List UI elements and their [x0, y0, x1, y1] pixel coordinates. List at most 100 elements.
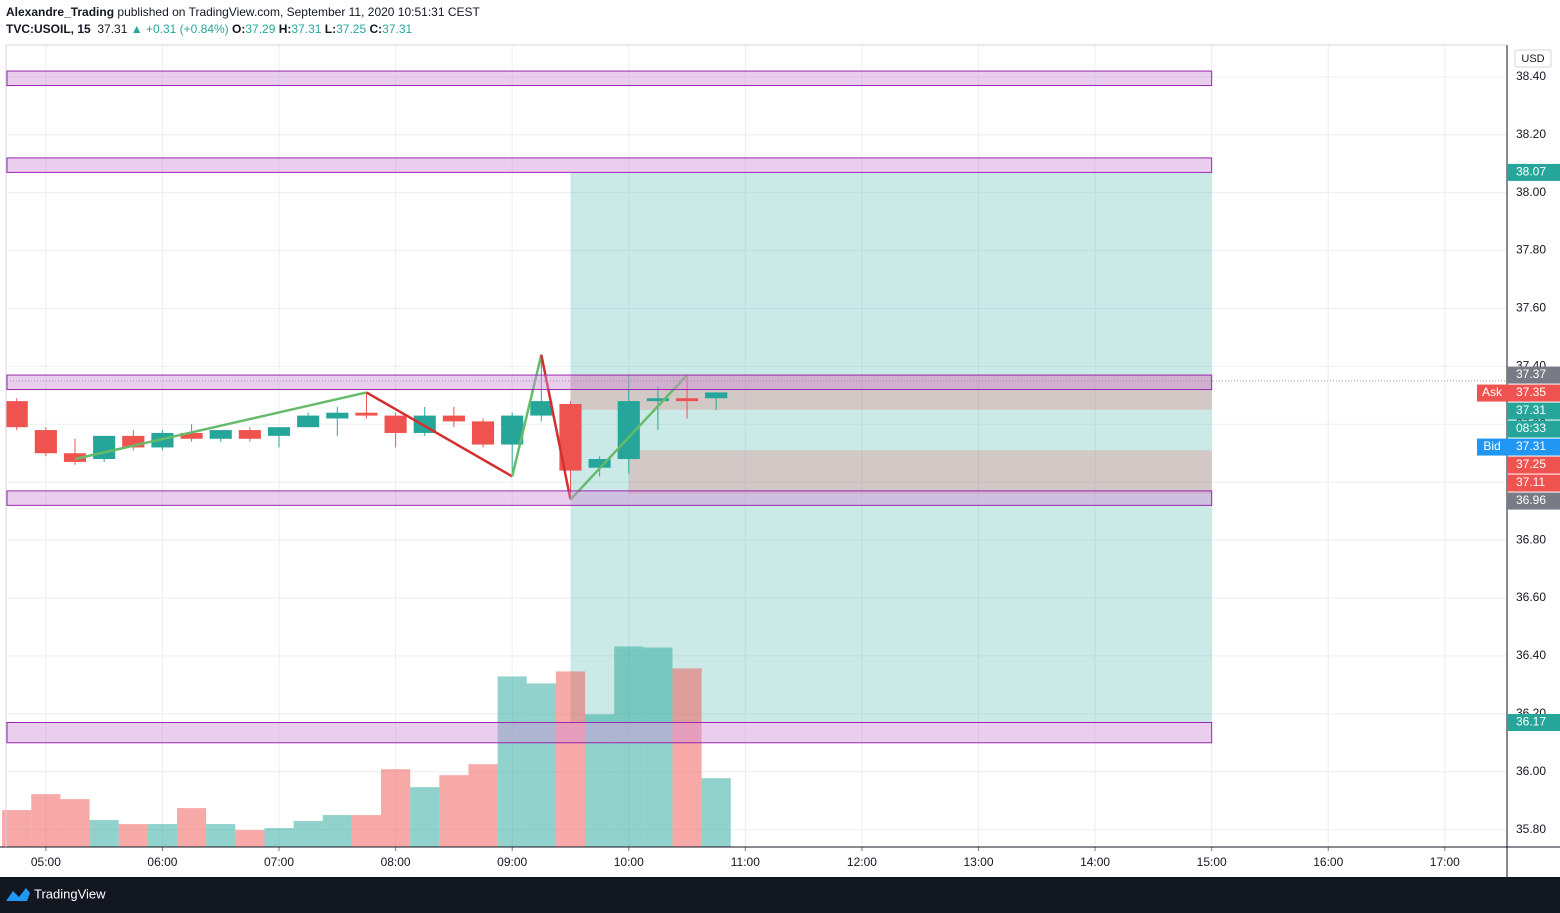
- price-badge: [1507, 366, 1560, 384]
- price-badge-label: 36.96: [1516, 493, 1546, 507]
- open: 37.29: [245, 22, 276, 36]
- price-badge: [1507, 438, 1560, 456]
- volume-bar: [235, 830, 265, 847]
- candle-body: [442, 415, 465, 422]
- y-tick-label: 38.00: [1516, 185, 1546, 199]
- volume-bar: [614, 646, 644, 847]
- zigzag-segment: [365, 391, 513, 478]
- chart: 05:00 06:00 07:00 08:00 09:00 10:00 11:00 12:00…: [0, 44, 1560, 877]
- candle-body: [122, 435, 145, 448]
- candle-body: [530, 401, 553, 416]
- volume-bar: [439, 775, 469, 847]
- volume-bar: [410, 787, 440, 847]
- price-badge-label: 36.17: [1516, 715, 1546, 729]
- footer-logo: TradingView: [6, 886, 106, 901]
- candle-body: [93, 435, 116, 460]
- volume-bar: [293, 821, 323, 847]
- close: 37.31: [382, 22, 413, 36]
- candle-body: [180, 432, 203, 439]
- volume-bar: [206, 824, 236, 847]
- candle-body: [326, 412, 349, 419]
- candle-body: [355, 412, 378, 416]
- price-tag: [1477, 438, 1507, 456]
- footer: TradingView: [0, 877, 1560, 913]
- x-tick-label: 14:00: [1080, 855, 1110, 869]
- price-badge: [1507, 474, 1560, 492]
- x-tick-label: 13:00: [963, 855, 993, 869]
- high: 37.31: [291, 22, 322, 36]
- price-badge: [1507, 163, 1560, 181]
- zone: [6, 722, 1213, 744]
- volume-bar: [497, 676, 527, 847]
- volume-bar: [555, 671, 586, 847]
- volume-bar: [118, 824, 148, 847]
- volume-bar: [322, 815, 352, 847]
- candle-body: [267, 427, 291, 436]
- price-badge-label: 37.11: [1516, 475, 1545, 489]
- brand[interactable]: TradingView: [34, 886, 106, 901]
- candle-body: [559, 404, 582, 471]
- candle-body: [34, 430, 57, 454]
- candle-body: [471, 421, 495, 445]
- volume-bar: [672, 668, 702, 847]
- publish-line: Alexandre_Trading published on TradingVi…: [6, 4, 480, 21]
- y-tick-label: 36.00: [1516, 764, 1546, 778]
- price-tag: [1477, 384, 1507, 402]
- price-badge: [1507, 714, 1560, 732]
- candle-body: [238, 430, 261, 439]
- zone: [6, 70, 1213, 87]
- candle-body: [705, 392, 728, 399]
- price-badge: [1507, 402, 1560, 420]
- candle-body: [297, 415, 320, 428]
- y-tick-label: 38.40: [1516, 69, 1546, 83]
- x-tick-label: 15:00: [1197, 855, 1227, 869]
- symbol-line: TVC:USOIL, 15 37.31 ▲ +0.31 (+0.84%) O:3…: [6, 21, 480, 38]
- candle-body: [384, 415, 407, 433]
- volume-bar: [643, 647, 673, 847]
- volume-bar: [60, 799, 90, 847]
- position-area: [570, 375, 1212, 410]
- candle-body: [501, 415, 524, 445]
- price-tag-label: Ask: [1482, 385, 1503, 399]
- candle-body: [209, 430, 232, 439]
- volume-bar: [264, 828, 294, 847]
- change: ▲ +0.31 (+0.84%): [130, 22, 229, 36]
- h-label: H:: [278, 22, 292, 36]
- price-badge-label: 37.31: [1516, 439, 1546, 453]
- volume-bar: [2, 810, 32, 847]
- price-tag-label: Bid: [1483, 439, 1500, 453]
- price-badge-label: 37.25: [1516, 457, 1546, 471]
- y-tick-label: 38.20: [1516, 127, 1546, 141]
- volume-bar: [585, 714, 615, 847]
- position-area: [570, 172, 1212, 494]
- y-tick-label: 36.80: [1516, 532, 1546, 546]
- currency: USD: [1521, 53, 1544, 65]
- x-tick-label: 09:00: [497, 855, 527, 869]
- x-tick-label: 08:00: [381, 855, 411, 869]
- x-tick-label: 10:00: [614, 855, 644, 869]
- candle-body: [588, 459, 611, 468]
- y-tick-label: 36.40: [1516, 648, 1546, 662]
- y-tick-label: 37.80: [1516, 243, 1546, 257]
- zigzag-segment: [540, 354, 572, 500]
- l-label: L:: [324, 22, 337, 36]
- symbol: TVC:USOIL, 15: [6, 22, 91, 36]
- zone: [6, 490, 1213, 506]
- position-area: [628, 450, 1212, 494]
- author: Alexandre_Trading: [6, 5, 115, 19]
- x-tick-label: 05:00: [31, 855, 61, 869]
- price-badge-label: 08:33: [1516, 421, 1546, 435]
- volume-bar: [351, 815, 382, 847]
- x-tick-label: 11:00: [731, 855, 760, 869]
- low: 37.25: [336, 22, 367, 36]
- x-tick-label: 07:00: [264, 855, 294, 869]
- price-badge: [1507, 420, 1560, 438]
- volume-bar: [31, 794, 61, 847]
- y-tick-label: 37.60: [1516, 301, 1546, 315]
- candle-body: [675, 398, 699, 402]
- volume-bar: [526, 683, 556, 847]
- zone: [6, 157, 1213, 173]
- price-badge-label: 38.07: [1516, 165, 1546, 179]
- price-badge: [1507, 384, 1560, 402]
